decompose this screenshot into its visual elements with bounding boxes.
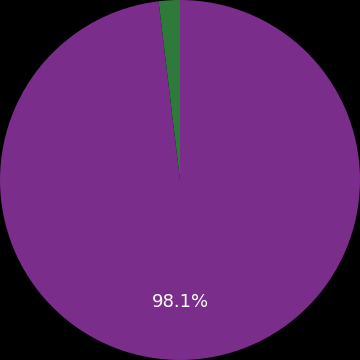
Wedge shape [158, 0, 180, 180]
Text: 98.1%: 98.1% [152, 293, 208, 311]
